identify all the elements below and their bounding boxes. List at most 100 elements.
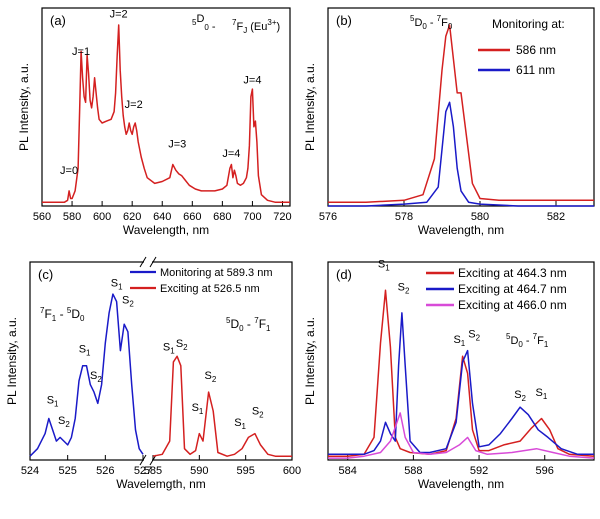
title-part: F xyxy=(236,21,243,33)
panel-b-title: 5D0 - 7F0 xyxy=(410,14,453,31)
x-tick-label: 560 xyxy=(33,211,51,223)
legend-label: Exciting at 526.5 nm xyxy=(160,283,260,295)
term-part: F xyxy=(259,317,266,331)
title-part: - xyxy=(427,17,437,29)
peak-label: S2 xyxy=(252,406,264,420)
term-part: - xyxy=(244,317,255,331)
peak-label: S2 xyxy=(90,370,102,384)
title-part: 7 xyxy=(437,14,442,23)
x-tick-label: 527 xyxy=(134,465,152,477)
x-axis-label: Wavelemgth, nm xyxy=(116,477,206,491)
panel-a-title: 5D0 - xyxy=(192,13,216,33)
peak-label-s: S xyxy=(111,278,118,290)
peak-annotation: J=0 xyxy=(60,165,78,177)
legend-label: Exciting at 466.0 nm xyxy=(458,298,567,312)
x-tick-label: 588 xyxy=(404,465,422,477)
series-line-fj xyxy=(42,24,290,203)
axis-break-gap-bottom xyxy=(144,458,152,463)
peak-label-sub: 2 xyxy=(183,343,188,352)
peak-label-s: S xyxy=(58,415,65,427)
legend-label: 611 nm xyxy=(516,63,555,77)
series-line-red xyxy=(328,24,594,203)
panel-a-title-part: 5 xyxy=(192,18,197,27)
peak-label-sub: 2 xyxy=(476,333,481,342)
peak-label: S1 xyxy=(192,402,204,416)
peak-label-sub: 2 xyxy=(212,375,217,384)
term-part: 7 xyxy=(533,332,538,341)
peak-label-s: S xyxy=(122,294,129,306)
peak-label-sub: 1 xyxy=(170,347,175,356)
term-part: 0 xyxy=(518,340,523,349)
peak-label-s: S xyxy=(453,334,460,346)
peak-annotation: J=2 xyxy=(110,8,128,20)
title-part: 7 xyxy=(232,18,237,27)
x-tick-label: 526 xyxy=(96,465,114,477)
peak-label: S2 xyxy=(398,281,410,295)
title-part: (Eu xyxy=(247,21,267,33)
peak-label-sub: 2 xyxy=(405,286,410,295)
peak-label-s: S xyxy=(90,370,97,382)
peak-label: S2 xyxy=(58,415,70,429)
panel-label: (a) xyxy=(50,13,66,28)
peak-label: S1 xyxy=(453,334,465,348)
x-tick-label: 595 xyxy=(236,465,254,477)
peak-label-s: S xyxy=(234,417,241,429)
peak-label-sub: 1 xyxy=(242,422,247,431)
peak-label-sub: 2 xyxy=(259,411,264,420)
axis-break-slash xyxy=(149,256,157,268)
legend-label: 586 nm xyxy=(516,43,556,57)
series-line-blue xyxy=(328,101,594,207)
peak-label: S1 xyxy=(163,342,175,356)
title-part: D xyxy=(414,17,422,29)
peak-label-s: S xyxy=(176,338,183,350)
x-axis-label: Wavelength, nm xyxy=(123,223,209,237)
peak-label: S1 xyxy=(536,387,548,401)
x-tick-label: 720 xyxy=(273,211,291,223)
panel-a-title-part: - xyxy=(209,21,216,33)
panel-label: (c) xyxy=(38,267,53,282)
y-axis-label: PL Intensity, a.u. xyxy=(5,317,19,405)
series-line-blue xyxy=(29,293,144,457)
peak-label: S1 xyxy=(47,394,59,408)
series-line-blue xyxy=(328,312,594,456)
x-tick-label: 524 xyxy=(21,465,39,477)
peak-label-sub: 1 xyxy=(461,339,466,348)
title-part: 5 xyxy=(410,14,415,23)
term-part: - xyxy=(56,307,67,321)
term-part: 5 xyxy=(506,332,511,341)
term-part: 0 xyxy=(80,314,85,323)
peak-label-s: S xyxy=(378,259,385,271)
peak-label-sub: 2 xyxy=(522,394,527,403)
x-axis-label: Wavelength, nm xyxy=(418,477,504,491)
peak-annotation: J=3 xyxy=(168,139,186,151)
peak-label: S1 xyxy=(378,259,390,273)
term-part: D xyxy=(510,335,518,347)
peak-label-sub: 1 xyxy=(118,283,123,292)
term-part: 7 xyxy=(254,316,259,325)
term-label-right: 5D0 - 7F1 xyxy=(226,316,271,333)
y-axis-label: PL Intensity, a.u. xyxy=(303,317,317,405)
term-part: 1 xyxy=(52,314,57,323)
x-tick-label: 600 xyxy=(93,211,111,223)
panel-label: (d) xyxy=(336,267,352,282)
peak-label-s: S xyxy=(536,387,543,399)
term-part: 1 xyxy=(266,324,271,333)
legend-label: Exciting at 464.7 nm xyxy=(458,282,567,296)
title-part: 0 xyxy=(448,22,453,31)
peak-annotation: J=2 xyxy=(125,99,143,111)
legend-title: Monitoring at: xyxy=(492,17,565,31)
term-part: 5 xyxy=(67,306,72,315)
peak-label-s: S xyxy=(205,370,212,382)
peak-label-sub: 2 xyxy=(129,299,134,308)
x-tick-label: 580 xyxy=(471,211,489,223)
term-part: 5 xyxy=(226,316,231,325)
plot-frame xyxy=(327,7,595,207)
peak-label-sub: 1 xyxy=(385,264,390,273)
x-tick-label: 700 xyxy=(243,211,261,223)
x-tick-label: 660 xyxy=(183,211,201,223)
term-label-left: 7F1 - 5D0 xyxy=(40,306,85,323)
term-part: - xyxy=(523,335,533,347)
term-part: F xyxy=(537,335,544,347)
plot-frame xyxy=(41,7,291,207)
